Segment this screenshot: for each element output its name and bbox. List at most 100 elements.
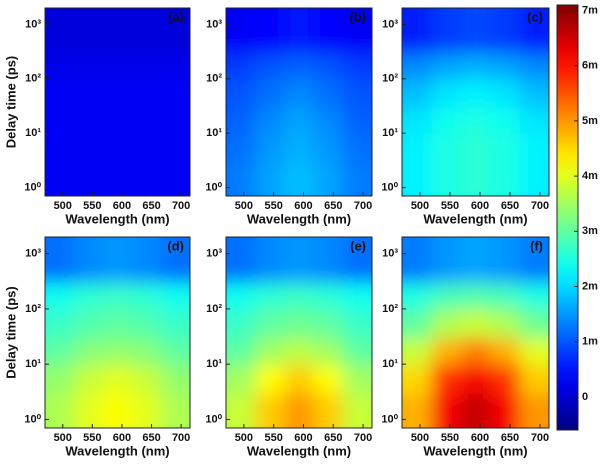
heatmap-cell	[74, 8, 104, 54]
heatmap-cell	[519, 337, 549, 365]
heatmap-cell	[161, 107, 190, 134]
heatmap-cell	[74, 364, 104, 394]
heatmap-cell	[103, 237, 133, 284]
heatmap-cell	[431, 133, 462, 163]
x-tick-label: 550	[264, 432, 282, 444]
colorbar-tick-label: 0	[582, 391, 588, 403]
heatmap-cell	[342, 133, 372, 163]
x-tick-label: 600	[294, 200, 312, 212]
heatmap-cell	[226, 133, 256, 163]
heatmap-cell	[402, 393, 432, 428]
x-tick-label: 650	[324, 200, 342, 212]
heatmap-cell	[431, 364, 462, 394]
heatmap-cell	[74, 161, 104, 196]
heatmap-cell	[74, 337, 104, 365]
heatmap-cell	[460, 364, 491, 394]
heatmap-cell	[490, 364, 521, 394]
heatmap	[45, 237, 190, 428]
panel-label: (c)	[527, 9, 543, 24]
heatmap-cell	[45, 237, 75, 284]
heatmap-cell	[45, 52, 75, 80]
heatmap-cell	[74, 52, 104, 80]
heatmap-cell	[402, 364, 432, 394]
heatmap-cell	[490, 78, 521, 108]
heatmap-cell	[255, 364, 285, 394]
heatmap-cell	[519, 393, 549, 428]
heatmap-cell	[490, 161, 521, 196]
y-tick-label: 10¹	[25, 127, 41, 139]
y-tick-label: 10⁰	[381, 181, 398, 193]
heatmap-cell	[255, 337, 285, 365]
heatmap-cell	[161, 308, 190, 339]
plot-frame	[225, 236, 373, 429]
heatmap-cell	[402, 308, 432, 339]
x-tick-label: 500	[54, 432, 72, 444]
heatmap-cell	[255, 52, 285, 80]
heatmap-cell	[45, 393, 75, 428]
heatmap-cell	[45, 337, 75, 365]
heatmap-cell	[284, 282, 315, 310]
heatmap-cell	[103, 161, 133, 196]
heatmap	[402, 8, 549, 196]
y-tick-label: 10²	[206, 73, 222, 85]
heatmap-cell	[132, 8, 162, 54]
heatmap-cell	[103, 364, 133, 394]
heatmap	[402, 237, 549, 428]
heatmap-cell	[431, 282, 462, 310]
x-tick-label: 650	[142, 432, 160, 444]
heatmap-cell	[284, 133, 315, 163]
heatmap-cell	[132, 393, 162, 428]
heatmap-cell	[431, 107, 462, 134]
colorbar-tick-label: 3m	[582, 225, 598, 237]
heatmap-cell	[460, 133, 491, 163]
heatmap-cell	[103, 133, 133, 163]
heatmap-cell	[431, 78, 462, 108]
heatmap-cell	[226, 282, 256, 310]
plot-frame	[44, 236, 191, 429]
heatmap-cell	[284, 393, 315, 428]
colorbar-tick-label: 4m	[582, 170, 598, 182]
heatmap-cell	[402, 107, 432, 134]
heatmap-cell	[519, 364, 549, 394]
heatmap-cell	[103, 393, 133, 428]
heatmap-cell	[74, 393, 104, 428]
heatmap-cell	[490, 337, 521, 365]
x-tick-label: 600	[113, 432, 131, 444]
heatmap-cell	[313, 308, 344, 339]
x-axis-label: Wavelength (nm)	[423, 211, 527, 226]
heatmap-cell	[313, 133, 344, 163]
heatmap	[45, 8, 190, 196]
x-tick-label: 650	[501, 200, 519, 212]
heatmap-cell	[519, 107, 549, 134]
heatmap-cell	[460, 337, 491, 365]
heatmap-cell	[132, 237, 162, 284]
heatmap-cell	[342, 8, 372, 54]
heatmap-cell	[132, 308, 162, 339]
heatmap-cell	[226, 308, 256, 339]
heatmap-cell	[284, 364, 315, 394]
heatmap-cell	[74, 237, 104, 284]
colorbar	[556, 4, 579, 431]
heatmap	[226, 8, 372, 196]
heatmap-cell	[431, 308, 462, 339]
heatmap-cell	[226, 78, 256, 108]
heatmap-cell	[45, 107, 75, 134]
heatmap-cell	[161, 337, 190, 365]
heatmap-cell	[226, 364, 256, 394]
plot-frame	[225, 7, 373, 197]
heatmap-cell	[255, 107, 285, 134]
heatmap-cell	[342, 337, 372, 365]
heatmap-cell	[402, 133, 432, 163]
heatmap-cell	[342, 282, 372, 310]
x-tick-label: 550	[441, 200, 459, 212]
heatmap-cell	[519, 8, 549, 54]
heatmap-cell	[284, 161, 315, 196]
heatmap-cell	[103, 308, 133, 339]
heatmap-cell	[132, 161, 162, 196]
heatmap-cell	[226, 337, 256, 365]
x-tick-label: 650	[501, 432, 519, 444]
x-tick-label: 550	[441, 432, 459, 444]
x-tick-label: 700	[354, 432, 372, 444]
heatmap-cell	[431, 8, 462, 54]
